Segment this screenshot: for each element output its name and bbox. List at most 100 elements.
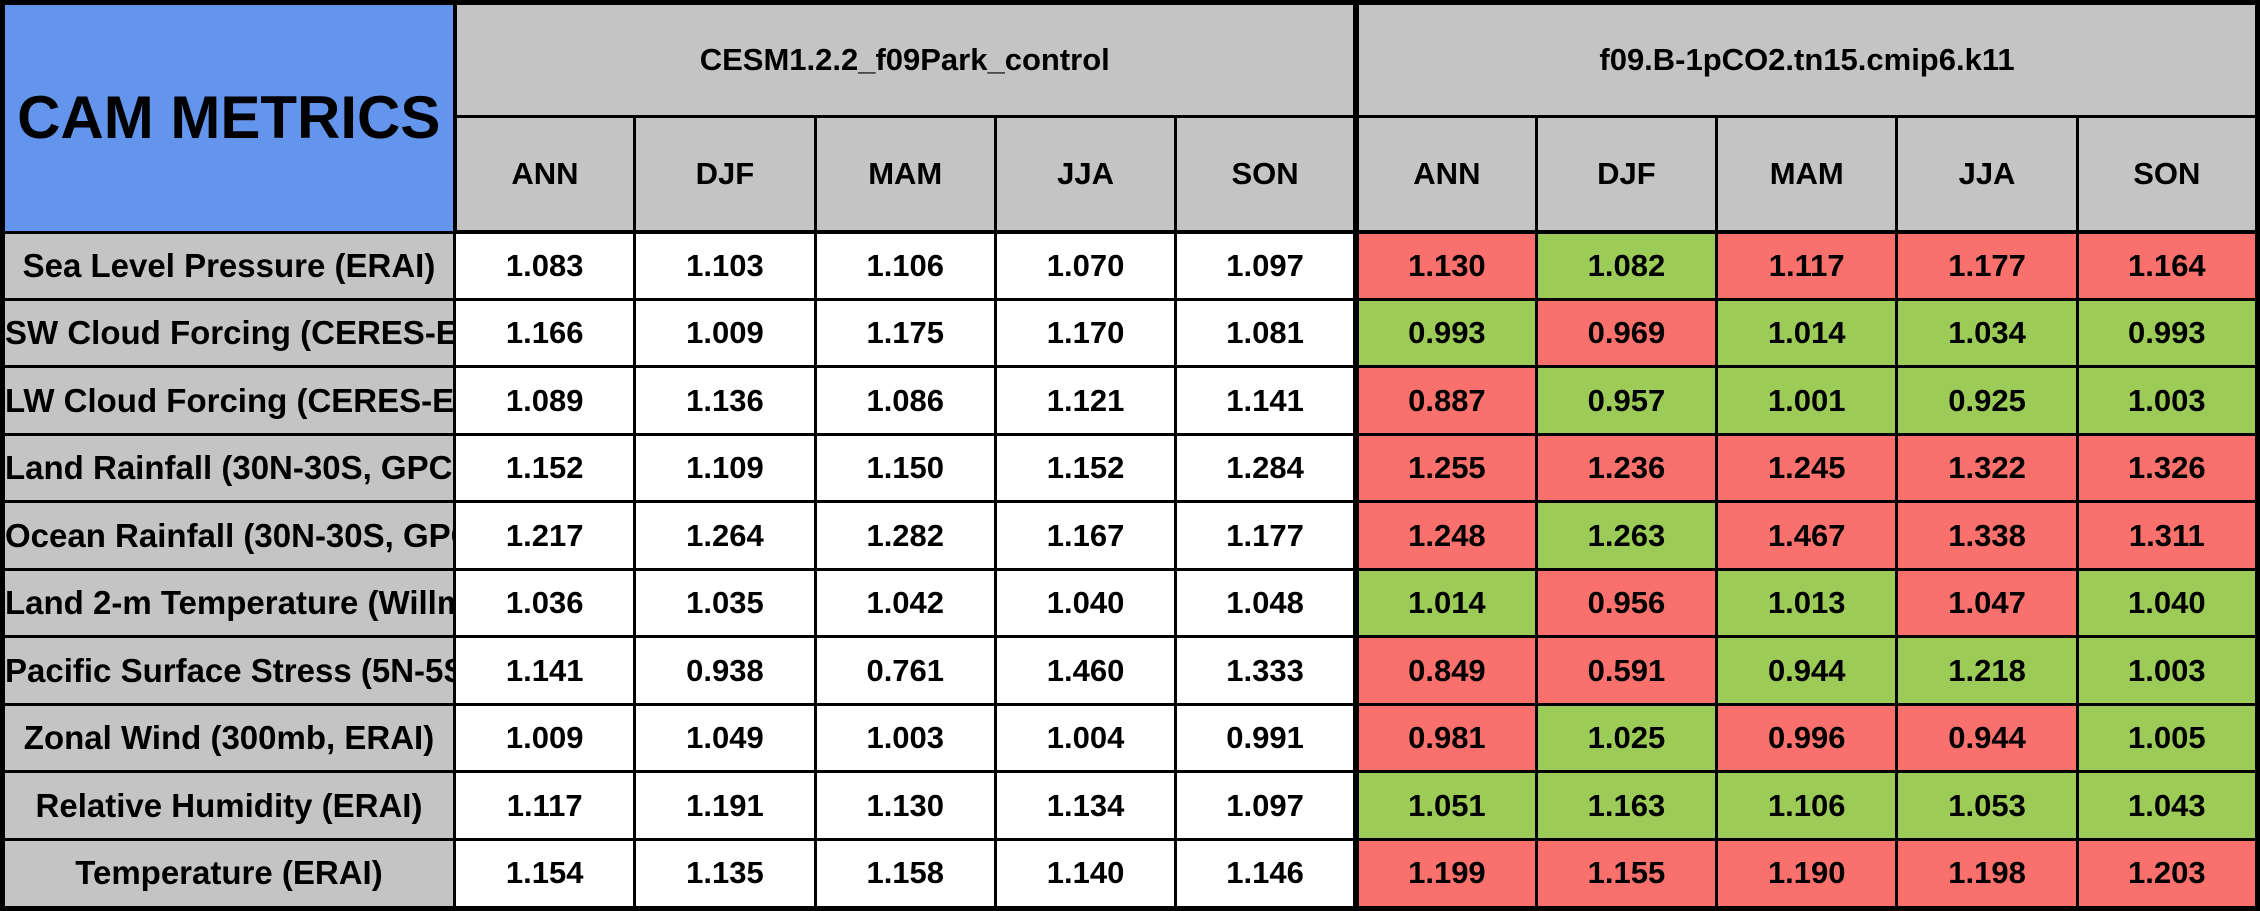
experiment-value-cell-red: 1.322 [1895,432,2079,504]
control-value-cell: 1.170 [993,297,1178,369]
metric-label-cell: Zonal Wind (300mb, ERAI) [1,702,456,774]
control-value-cell: 1.135 [633,837,817,911]
control-value-cell: 1.134 [993,770,1178,841]
control-value-cell: 1.152 [993,432,1178,504]
control-value-cell: 1.036 [452,567,637,639]
experiment-value-cell-red: 1.203 [2075,837,2260,911]
experiment-value-cell-green: 0.993 [1352,297,1538,369]
metric-row: SW Cloud Forcing (CERES-EBAF)1.1661.0091… [1,297,2260,369]
experiment-value-cell-red: 1.326 [2075,432,2260,504]
control-value-cell: 1.264 [633,500,817,571]
control-value-cell: 1.191 [633,770,817,841]
control-run-header: CESM1.2.2_f09Park_control [452,1,1358,118]
metric-label-text: Zonal Wind (300mb, ERAI) [23,719,435,757]
metric-row: Pacific Surface Stress (5N-5S, ERS)1.141… [1,635,2260,706]
metric-label-cell: Sea Level Pressure (ERAI) [1,230,456,301]
metric-label-text: Ocean Rainfall (30N-30S, GPCP) [5,516,452,554]
control-value-cell: 1.217 [452,500,637,571]
metric-label-cell: Temperature (ERAI) [1,837,456,911]
control-value-cell: 1.070 [993,230,1178,301]
group-header-row: CAM METRICS CESM1.2.2_f09Park_control f0… [1,1,2259,234]
control-value-cell: 1.089 [452,365,637,436]
experiment-value-cell-green: 1.053 [1895,770,2079,841]
experiment-value-cell-red: 1.311 [2075,500,2260,571]
control-value-cell: 1.136 [633,365,817,436]
experiment-value-cell-red: 0.944 [1895,702,2079,774]
metric-label-text: Land 2-m Temperature (Willmott) [5,584,452,622]
season-header-experiment-ann: ANN [1352,115,1538,234]
experiment-value-cell-red: 0.996 [1715,702,1899,774]
control-value-cell: 1.282 [813,500,997,571]
experiment-value-cell-green: 1.005 [2075,702,2260,774]
season-header-control-mam: MAM [813,115,997,234]
experiment-value-cell-red: 0.969 [1534,297,1719,369]
experiment-value-cell-red: 1.177 [1895,230,2079,301]
control-value-cell: 1.035 [633,567,817,639]
table-title: CAM METRICS [1,1,457,234]
control-value-cell: 1.152 [452,432,637,504]
control-value-cell: 1.175 [813,297,997,369]
season-header-experiment-djf: DJF [1534,115,1719,234]
control-value-cell: 1.009 [633,297,817,369]
control-value-cell: 1.081 [1174,297,1358,369]
metric-label-cell: SW Cloud Forcing (CERES-EBAF) [1,297,456,369]
control-value-cell: 1.177 [1174,500,1358,571]
experiment-value-cell-green: 1.082 [1534,230,1719,301]
season-header-row: ANN DJF MAM JJA SON ANN DJF MAM JJA SON [3,115,2260,234]
experiment-value-cell-red: 0.849 [1352,635,1538,706]
experiment-value-cell-green: 1.218 [1895,635,2079,706]
season-header-control-son: SON [1174,115,1358,234]
experiment-value-cell-green: 1.013 [1715,567,1899,639]
experiment-value-cell-red: 1.245 [1715,432,1899,504]
metric-label-text: Land Rainfall (30N-30S, GPCP) [5,449,453,487]
experiment-value-cell-red: 0.981 [1352,702,1538,774]
experiment-value-cell-red: 1.236 [1534,432,1719,504]
experiment-value-cell-red: 1.248 [1352,500,1538,571]
metric-label-cell: LW Cloud Forcing (CERES-EBAF) [1,365,456,436]
control-value-cell: 1.106 [813,230,997,301]
metric-label-text: Temperature (ERAI) [75,854,383,892]
metric-row: LW Cloud Forcing (CERES-EBAF)1.0891.1361… [1,365,2260,436]
control-value-cell: 1.158 [813,837,997,911]
experiment-value-cell-green: 1.034 [1895,297,2079,369]
experiment-value-cell-green: 1.014 [1715,297,1899,369]
metric-label-cell: Land Rainfall (30N-30S, GPCP) [1,432,456,504]
experiment-value-cell-green: 1.014 [1352,567,1538,639]
experiment-value-cell-red: 0.591 [1534,635,1719,706]
experiment-value-cell-green: 1.106 [1715,770,1899,841]
metric-label-cell: Pacific Surface Stress (5N-5S, ERS) [1,635,456,706]
metric-label-cell: Land 2-m Temperature (Willmott) [1,567,456,639]
experiment-value-cell-red: 1.338 [1895,500,2079,571]
metric-row: Sea Level Pressure (ERAI) 1.083 1.103 1.106… [1,230,2260,301]
season-header-experiment-son: SON [2075,115,2260,234]
control-value-cell: 1.117 [452,770,637,841]
control-value-cell: 1.284 [1174,432,1358,504]
metric-row: Zonal Wind (300mb, ERAI) 1.009 1.049 1.003 1… [1,702,2260,774]
control-value-cell: 1.042 [813,567,997,639]
experiment-value-cell-red: 1.190 [1715,837,1899,911]
control-value-cell: 1.146 [1174,837,1358,911]
control-value-cell: 1.103 [633,230,817,301]
control-value-cell: 1.141 [452,635,637,706]
metric-label-cell: Ocean Rainfall (30N-30S, GPCP) [1,500,456,571]
experiment-value-cell-green: 1.003 [2075,365,2260,436]
experiment-value-cell-green: 1.051 [1352,770,1538,841]
control-value-cell: 1.109 [633,432,817,504]
experiment-value-cell-red: 1.164 [2075,230,2260,301]
control-value-cell: 1.460 [993,635,1178,706]
metric-row: Temperature (ERAI) 1.154 1.135 1.158 1.140 1.… [1,837,2260,911]
experiment-value-cell-green: 1.001 [1715,365,1899,436]
experiment-value-cell-green: 1.043 [2075,770,2260,841]
control-value-cell: 1.141 [1174,365,1358,436]
experiment-value-cell-red: 1.199 [1352,837,1538,911]
experiment-value-cell-red: 1.130 [1352,230,1538,301]
experiment-value-cell-green: 1.003 [2075,635,2260,706]
metric-row: Land 2-m Temperature (Willmott)1.0361.03… [1,567,2260,639]
experiment-value-cell-green: 0.925 [1895,365,2079,436]
season-header-control-djf: DJF [633,115,817,234]
season-header-experiment-jja: JJA [1895,115,2079,234]
control-value-cell: 1.166 [452,297,637,369]
experiment-value-cell-red: 1.467 [1715,500,1899,571]
experiment-value-cell-red: 1.047 [1895,567,2079,639]
control-value-cell: 1.086 [813,365,997,436]
